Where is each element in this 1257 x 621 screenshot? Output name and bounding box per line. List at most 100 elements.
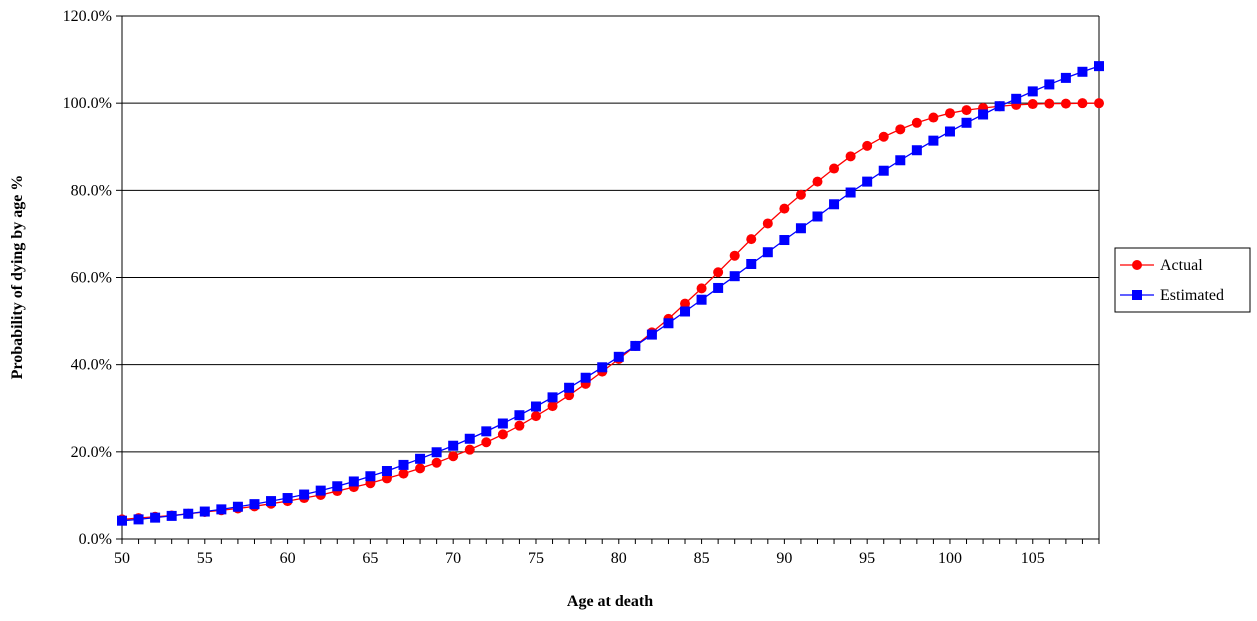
y-tick-label: 20.0% — [71, 444, 112, 461]
data-point-estimated — [911, 145, 922, 156]
data-point-actual — [944, 108, 955, 119]
data-point-actual — [1027, 99, 1038, 110]
data-point-estimated — [464, 433, 475, 444]
data-point-estimated — [862, 176, 873, 187]
data-point-estimated — [199, 506, 210, 517]
data-point-estimated — [282, 493, 293, 504]
data-point-actual — [1060, 98, 1071, 109]
x-tick-label: 105 — [1021, 550, 1045, 567]
data-point-estimated — [117, 515, 127, 526]
data-point-actual — [829, 163, 840, 174]
data-point-estimated — [630, 340, 641, 351]
data-point-estimated — [481, 426, 492, 437]
data-point-actual — [795, 189, 806, 200]
data-point-estimated — [348, 476, 359, 487]
data-point-actual — [746, 234, 757, 245]
data-point-estimated — [547, 392, 558, 403]
data-point-estimated — [398, 459, 409, 470]
x-tick-label: 65 — [362, 550, 378, 567]
data-point-actual — [779, 203, 790, 214]
data-point-estimated — [779, 235, 790, 246]
data-point-estimated — [696, 294, 707, 305]
data-point-estimated — [381, 466, 392, 477]
data-point-estimated — [762, 247, 773, 258]
data-point-actual — [961, 105, 972, 116]
data-point-actual — [530, 411, 541, 422]
data-point-estimated — [845, 187, 856, 198]
x-tick-label: 80 — [611, 550, 627, 567]
data-point-estimated — [332, 481, 343, 492]
data-point-estimated — [183, 508, 194, 519]
x-tick-label: 60 — [280, 550, 296, 567]
data-point-actual — [928, 112, 939, 123]
data-point-estimated — [961, 117, 972, 128]
data-point-actual — [812, 176, 823, 187]
x-tick-label: 70 — [445, 550, 461, 567]
data-point-estimated — [166, 510, 177, 521]
data-point-estimated — [497, 418, 508, 429]
y-tick-label: 120.0% — [63, 8, 112, 25]
data-point-estimated — [514, 410, 525, 421]
data-point-estimated — [795, 223, 806, 234]
data-point-actual — [1044, 98, 1055, 109]
data-point-estimated — [299, 489, 310, 500]
y-tick-label: 0.0% — [79, 531, 112, 548]
data-point-actual — [762, 218, 773, 229]
data-point-actual — [862, 140, 873, 151]
x-tick-label: 50 — [114, 550, 130, 567]
tick-labels: 0.0% 20.0% 40.0% 60.0% 80.0% 100.0% 120.0% 50 55… — [63, 8, 1100, 567]
data-point-estimated — [663, 318, 674, 329]
legend-label-estimated: Estimated — [1160, 287, 1224, 304]
y-tick-label: 100.0% — [63, 95, 112, 112]
legend-marker-actual — [1132, 260, 1142, 270]
data-point-estimated — [978, 109, 989, 120]
data-point-actual — [680, 298, 691, 309]
data-point-actual — [464, 444, 475, 455]
data-point-estimated — [994, 101, 1005, 112]
data-point-estimated — [564, 382, 575, 393]
data-point-actual — [1094, 98, 1104, 109]
legend-label-actual: Actual — [1160, 257, 1203, 274]
data-point-actual — [696, 283, 707, 294]
data-point-estimated — [746, 258, 757, 269]
data-point-actual — [729, 250, 740, 261]
data-point-estimated — [1060, 72, 1071, 83]
data-point-estimated — [216, 504, 227, 515]
data-point-estimated — [232, 501, 243, 512]
data-point-actual — [845, 151, 856, 162]
data-point-actual — [1077, 98, 1088, 109]
y-axis-title: Probability of dying by age % — [9, 175, 26, 380]
data-point-estimated — [729, 271, 740, 282]
data-point-actual — [481, 437, 492, 448]
data-point-estimated — [812, 211, 823, 222]
series-estimated — [117, 61, 1104, 526]
x-tick-label: 90 — [776, 550, 792, 567]
series-group — [117, 61, 1104, 526]
data-point-estimated — [415, 453, 426, 464]
data-point-actual — [415, 463, 426, 474]
legend-marker-estimated — [1132, 290, 1142, 300]
x-tick-label: 55 — [197, 550, 213, 567]
data-point-actual — [713, 267, 724, 278]
data-point-estimated — [266, 496, 277, 507]
data-point-actual — [547, 401, 558, 412]
data-point-actual — [878, 131, 889, 142]
y-tick-label: 80.0% — [71, 182, 112, 199]
y-tick-label: 60.0% — [71, 270, 112, 287]
legend: Actual Estimated — [1114, 247, 1251, 313]
data-point-estimated — [646, 329, 657, 340]
data-point-estimated — [448, 440, 459, 451]
data-point-actual — [895, 124, 906, 135]
data-point-estimated — [431, 447, 442, 458]
data-point-estimated — [249, 499, 260, 510]
data-point-estimated — [150, 512, 161, 523]
data-point-estimated — [365, 471, 376, 482]
data-point-actual — [497, 429, 508, 440]
data-point-estimated — [1044, 79, 1055, 90]
y-tick-label: 40.0% — [71, 357, 112, 374]
data-point-estimated — [315, 485, 326, 496]
data-point-actual — [911, 117, 922, 128]
data-point-estimated — [895, 155, 906, 166]
